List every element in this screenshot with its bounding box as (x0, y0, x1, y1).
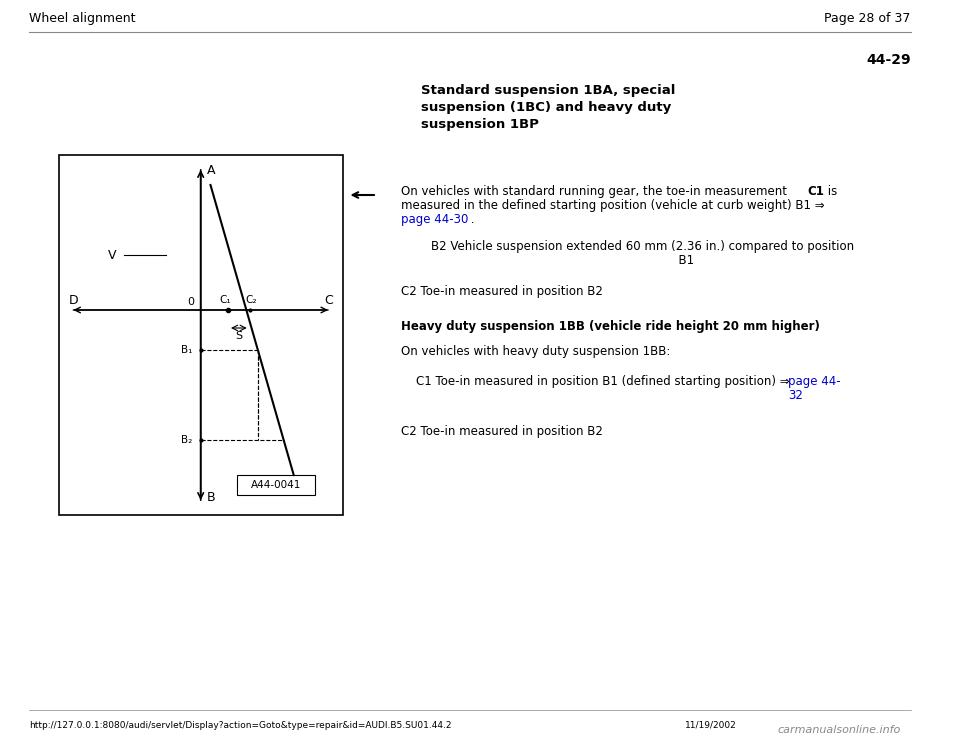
Text: B₁: B₁ (181, 345, 193, 355)
Text: page 44-: page 44- (788, 375, 841, 388)
Text: V: V (108, 249, 116, 261)
Text: D: D (68, 294, 78, 306)
Text: page 44-30: page 44-30 (401, 213, 468, 226)
Text: B₂: B₂ (181, 435, 193, 445)
Text: A44-0041: A44-0041 (251, 480, 301, 490)
Text: 32: 32 (788, 389, 803, 402)
Text: suspension 1BP: suspension 1BP (421, 117, 539, 131)
Text: Standard suspension 1BA, special: Standard suspension 1BA, special (421, 84, 676, 96)
Text: carmanualsonline.info: carmanualsonline.info (778, 725, 900, 735)
Bar (59, 155, 343, 515)
Text: 11/19/2002: 11/19/2002 (685, 720, 737, 729)
Text: 0: 0 (187, 297, 195, 307)
Text: measured in the defined starting position (vehicle at curb weight) B1 ⇒: measured in the defined starting positio… (401, 199, 825, 212)
Text: C1 Toe-in measured in position B1 (defined starting position) ⇒: C1 Toe-in measured in position B1 (defin… (416, 375, 794, 388)
Text: C2 Toe-in measured in position B2: C2 Toe-in measured in position B2 (401, 425, 603, 438)
Text: B: B (206, 490, 215, 504)
Text: C₁: C₁ (220, 295, 231, 305)
Text: S: S (235, 331, 243, 341)
Text: suspension (1BC) and heavy duty: suspension (1BC) and heavy duty (421, 100, 671, 114)
Text: C1: C1 (807, 185, 825, 198)
Text: Page 28 of 37: Page 28 of 37 (824, 11, 910, 24)
Text: On vehicles with heavy duty suspension 1BB:: On vehicles with heavy duty suspension 1… (401, 345, 671, 358)
Text: B1: B1 (431, 254, 694, 267)
Text: C2 Toe-in measured in position B2: C2 Toe-in measured in position B2 (401, 285, 603, 298)
Text: .: . (467, 213, 474, 226)
Text: On vehicles with standard running gear, the toe-in measurement: On vehicles with standard running gear, … (401, 185, 791, 198)
Text: 44-29: 44-29 (866, 53, 910, 67)
Text: C₂: C₂ (246, 295, 257, 305)
Text: is: is (825, 185, 837, 198)
Text: C: C (324, 294, 333, 306)
Text: Wheel alignment: Wheel alignment (30, 11, 136, 24)
Text: Heavy duty suspension 1BB (vehicle ride height 20 mm higher): Heavy duty suspension 1BB (vehicle ride … (401, 320, 820, 333)
Text: A: A (206, 163, 215, 177)
Text: B2 Vehicle suspension extended 60 mm (2.36 in.) compared to position: B2 Vehicle suspension extended 60 mm (2.… (431, 240, 853, 253)
Bar (237, 475, 315, 495)
Text: http://127.0.0.1:8080/audi/servlet/Display?action=Goto&type=repair&id=AUDI.B5.SU: http://127.0.0.1:8080/audi/servlet/Displ… (30, 720, 452, 729)
